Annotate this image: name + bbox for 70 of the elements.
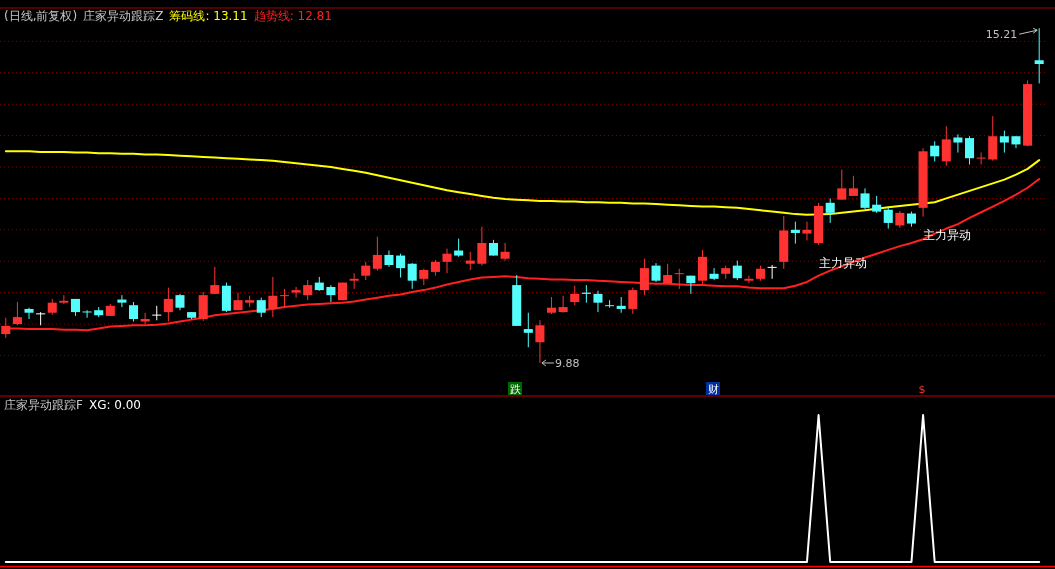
candlestick [256,297,266,318]
candlestick [860,187,870,211]
candlestick [500,242,510,262]
candlestick [349,272,359,290]
candlestick [117,294,127,308]
candlestick [674,268,684,290]
candlestick [999,130,1009,154]
candlestick [930,140,940,162]
candlestick [697,249,707,285]
candlestick [825,197,835,224]
candlestick [767,264,777,280]
candlestick [198,291,208,322]
text: 趋势线: 12.81 [253,9,332,23]
candlestick [802,221,812,241]
candlestick [1034,27,1044,84]
annotation: 9.88 [554,356,580,370]
candlestick [326,284,336,303]
annotation: 跌 [509,383,521,396]
candlestick [663,263,673,285]
candlestick [848,175,858,197]
candlestick [883,207,893,230]
candlestick [639,258,649,296]
candlestick [628,287,638,315]
candlestick [279,288,289,308]
candlestick [837,169,847,201]
candlestick [82,309,92,319]
chart-subtitle: 庄家异动跟踪Z [83,9,164,23]
candlestick [941,125,951,167]
candlestick [268,276,278,318]
candlestick [36,311,46,326]
candlestick [407,262,417,290]
candlestick [291,286,301,299]
candlestick [953,133,963,154]
candlestick [523,312,533,348]
annotation: $ [918,383,926,396]
candlestick [570,285,580,306]
candlestick [593,290,603,313]
text: 筹码线: 13.11 [169,9,248,23]
candlestick [24,307,34,320]
candlestick [790,221,800,245]
candlestick [12,301,22,326]
candlestick [744,275,754,284]
annotation: 15.21 [985,28,1018,42]
candlestick [965,135,975,165]
candlestick [651,262,661,283]
candlestick [732,260,742,281]
candlestick [59,294,69,305]
candlestick [152,305,162,321]
candlestick [988,115,998,162]
candlestick [535,319,545,364]
candlestick [709,267,719,281]
candlestick [396,253,406,279]
text: XG: 0.00 [88,398,142,412]
candlestick [442,248,452,274]
candlestick [129,301,139,323]
chart-title: (日线,前复权) [4,9,78,23]
candlestick [372,236,382,272]
candlestick [163,287,173,323]
candlestick [465,251,475,271]
candlestick [1,317,11,339]
candlestick [140,312,150,325]
candlestick [361,261,371,281]
candlestick [303,279,313,301]
candlestick [477,226,487,267]
candlestick [454,238,464,258]
candlestick [210,266,220,295]
candlestick [976,152,986,165]
chart-title: 庄家异动跟踪F [4,398,83,412]
annotation: 财 [707,383,719,396]
candlestick [558,295,568,314]
